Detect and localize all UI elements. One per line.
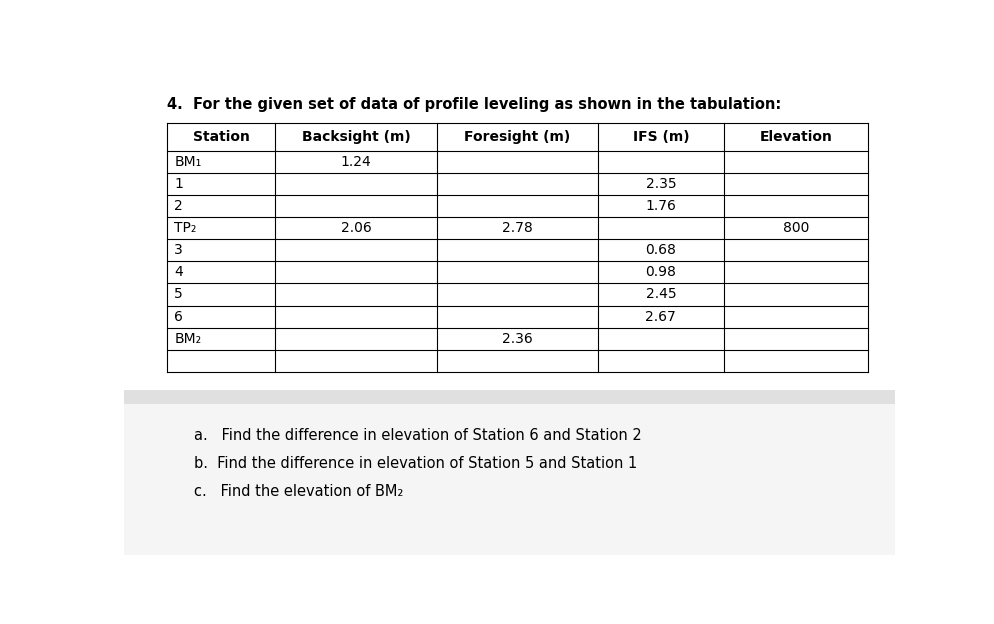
Text: Station: Station [193, 130, 249, 144]
Text: 3: 3 [174, 243, 183, 257]
Text: 2.06: 2.06 [341, 221, 372, 235]
Text: 6: 6 [174, 310, 183, 324]
Text: Elevation: Elevation [759, 130, 832, 144]
Text: 0.68: 0.68 [645, 243, 676, 257]
Bar [124, 389, 895, 404]
Text: 2.78: 2.78 [502, 221, 533, 235]
Text: c.   Find the elevation of BM₂: c. Find the elevation of BM₂ [194, 484, 403, 499]
Text: Foresight (m): Foresight (m) [464, 130, 571, 144]
Text: 2.67: 2.67 [645, 310, 676, 324]
Text: 4.  For the given set of data of profile leveling as shown in the tabulation:: 4. For the given set of data of profile … [167, 97, 781, 112]
Text: Backsight (m): Backsight (m) [301, 130, 411, 144]
Text: TP₂: TP₂ [174, 221, 197, 235]
Text: 1: 1 [174, 177, 183, 191]
Text: IFS (m): IFS (m) [632, 130, 689, 144]
Text: b.  Find the difference in elevation of Station 5 and Station 1: b. Find the difference in elevation of S… [194, 456, 637, 471]
Text: 1.76: 1.76 [645, 199, 676, 213]
Text: 0.98: 0.98 [645, 265, 676, 280]
Text: 1.24: 1.24 [341, 155, 372, 169]
Text: BM₂: BM₂ [174, 332, 202, 346]
Text: 2.45: 2.45 [645, 288, 676, 301]
Text: 2.35: 2.35 [645, 177, 676, 191]
Bar [124, 404, 895, 555]
Text: 2.36: 2.36 [502, 332, 533, 346]
Text: 5: 5 [174, 288, 183, 301]
Text: BM₁: BM₁ [174, 155, 202, 169]
Text: 4: 4 [174, 265, 183, 280]
Text: a.   Find the difference in elevation of Station 6 and Station 2: a. Find the difference in elevation of S… [194, 428, 641, 443]
Text: 2: 2 [174, 199, 183, 213]
Bar [167, 123, 868, 372]
Text: 800: 800 [782, 221, 809, 235]
